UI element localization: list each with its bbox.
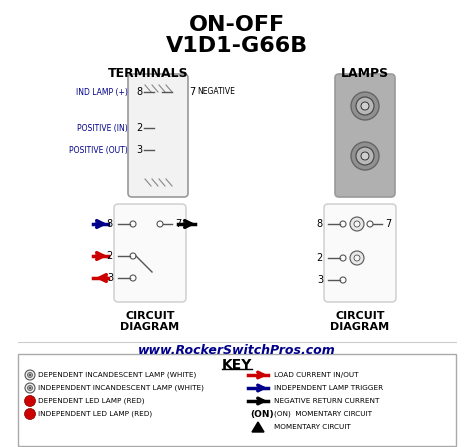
Text: 2: 2 [317, 253, 323, 263]
Circle shape [27, 372, 33, 378]
Circle shape [361, 102, 369, 110]
Text: INDEPENDENT LED LAMP (RED): INDEPENDENT LED LAMP (RED) [38, 411, 152, 417]
Text: (ON)  MOMENTARY CIRCUIT: (ON) MOMENTARY CIRCUIT [274, 411, 372, 417]
Circle shape [356, 97, 374, 115]
Circle shape [351, 142, 379, 170]
Circle shape [356, 147, 374, 165]
Text: TERMINALS: TERMINALS [108, 67, 188, 80]
Text: IND LAMP (+): IND LAMP (+) [76, 88, 128, 97]
Text: DIAGRAM: DIAGRAM [120, 322, 180, 332]
Text: NEGATIVE: NEGATIVE [197, 88, 235, 97]
Bar [18, 354, 456, 446]
Text: CIRCUIT: CIRCUIT [335, 311, 385, 321]
Text: DEPENDENT LED LAMP (RED): DEPENDENT LED LAMP (RED) [38, 398, 145, 404]
Text: 2: 2 [107, 251, 113, 261]
Text: 7: 7 [385, 219, 391, 229]
Text: 7: 7 [175, 219, 181, 229]
Circle shape [157, 221, 163, 227]
Text: INDEPENDENT INCANDESCENT LAMP (WHITE): INDEPENDENT INCANDESCENT LAMP (WHITE) [38, 385, 204, 391]
Circle shape [340, 255, 346, 261]
Text: DIAGRAM: DIAGRAM [330, 322, 390, 332]
Text: KEY: KEY [222, 358, 252, 372]
Circle shape [25, 396, 36, 406]
Circle shape [367, 221, 373, 227]
Text: 8: 8 [136, 87, 142, 97]
Text: 3: 3 [317, 275, 323, 285]
Circle shape [350, 217, 364, 231]
Text: 8: 8 [317, 219, 323, 229]
FancyBboxPatch shape [335, 74, 395, 197]
Text: (ON): (ON) [250, 409, 273, 418]
Text: 3: 3 [107, 273, 113, 283]
Circle shape [25, 383, 35, 393]
Text: NEGATIVE RETURN CURRENT: NEGATIVE RETURN CURRENT [274, 398, 379, 404]
Text: CIRCUIT: CIRCUIT [125, 311, 175, 321]
Text: LOAD CURRENT IN/OUT: LOAD CURRENT IN/OUT [274, 372, 358, 378]
Text: POSITIVE (OUT): POSITIVE (OUT) [69, 146, 128, 155]
Text: INDEPENDENT LAMP TRIGGER: INDEPENDENT LAMP TRIGGER [274, 385, 383, 391]
Circle shape [340, 221, 346, 227]
FancyBboxPatch shape [128, 74, 188, 197]
FancyBboxPatch shape [114, 204, 186, 302]
Text: MOMENTARY CIRCUIT: MOMENTARY CIRCUIT [274, 424, 351, 430]
Circle shape [361, 152, 369, 160]
Circle shape [29, 374, 31, 376]
Text: 8: 8 [107, 219, 113, 229]
Circle shape [25, 409, 36, 419]
Text: LAMPS: LAMPS [341, 67, 389, 80]
Circle shape [130, 253, 136, 259]
Circle shape [354, 255, 360, 261]
Circle shape [25, 370, 35, 380]
Text: 2: 2 [136, 123, 142, 133]
Text: V1D1-G66B: V1D1-G66B [166, 36, 308, 56]
Text: 7: 7 [189, 87, 195, 97]
Circle shape [354, 221, 360, 227]
Circle shape [350, 251, 364, 265]
Circle shape [340, 277, 346, 283]
Circle shape [130, 221, 136, 227]
Text: POSITIVE (IN): POSITIVE (IN) [77, 123, 128, 132]
Text: DEPENDENT INCANDESCENT LAMP (WHITE): DEPENDENT INCANDESCENT LAMP (WHITE) [38, 372, 196, 378]
Circle shape [27, 385, 33, 391]
Circle shape [130, 275, 136, 281]
Polygon shape [252, 422, 264, 432]
Circle shape [29, 387, 31, 389]
Circle shape [351, 92, 379, 120]
Text: www.RockerSwitchPros.com: www.RockerSwitchPros.com [138, 344, 336, 357]
Text: ON-OFF: ON-OFF [189, 15, 285, 35]
FancyBboxPatch shape [324, 204, 396, 302]
Text: 3: 3 [136, 145, 142, 155]
